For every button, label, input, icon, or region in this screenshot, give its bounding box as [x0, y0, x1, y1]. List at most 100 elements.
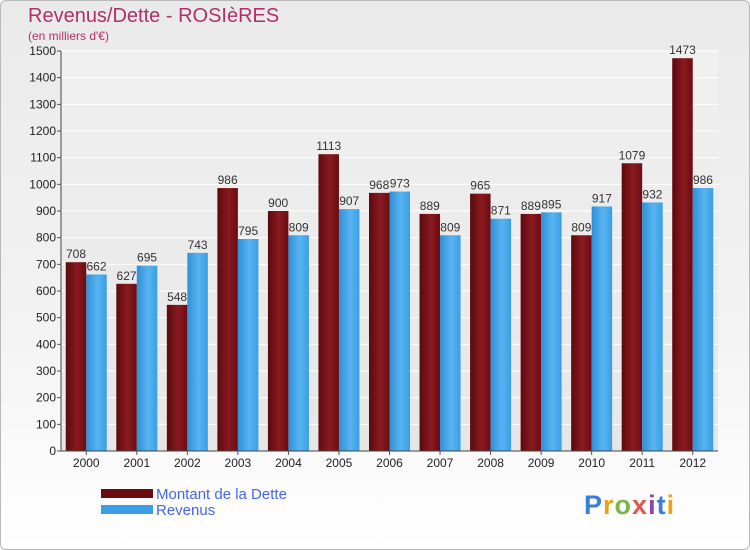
legend-label-revenus: Revenus: [156, 502, 216, 519]
y-tick-label: 200: [36, 391, 56, 405]
logo-letter: r: [603, 490, 615, 520]
data-label-revenus: 986: [693, 173, 713, 187]
logo-letter: P: [584, 490, 604, 520]
bar-dette-2009: [520, 213, 542, 451]
bar-revenus-2005: [338, 209, 360, 451]
x-tick-label: 2001: [123, 456, 150, 470]
bar-dette-2007: [419, 213, 441, 451]
bar-dette-2008: [470, 193, 491, 451]
bar-revenus-2003: [237, 239, 259, 451]
chart-subtitle: (en milliers d'€): [28, 29, 109, 43]
data-label-dette: 889: [521, 199, 541, 213]
data-label-revenus: 871: [491, 204, 511, 218]
data-label-revenus: 809: [440, 220, 460, 234]
data-label-dette: 986: [218, 173, 238, 187]
data-label-revenus: 795: [238, 224, 258, 238]
bar-revenus-2004: [288, 235, 309, 451]
data-label-revenus: 743: [188, 238, 208, 252]
y-tick-label: 1100: [30, 151, 56, 165]
data-label-revenus: 662: [87, 259, 107, 273]
x-tick-label: 2005: [326, 456, 353, 470]
x-tick-label: 2009: [528, 456, 555, 470]
y-tick-label: 300: [36, 364, 56, 378]
y-tick-label: 0: [49, 444, 56, 458]
bar-revenus-2011: [642, 202, 663, 451]
bar-revenus-2006: [389, 191, 410, 452]
y-axis: 0 100 200 300 400 500 600 700 800 900 1000 1100 1200…: [29, 44, 62, 458]
y-tick-label: 1400: [29, 71, 56, 85]
x-tick-label: 2011: [629, 456, 655, 470]
data-label-revenus: 895: [541, 197, 561, 211]
data-label-dette: 548: [167, 290, 187, 304]
x-tick-label: 2003: [225, 456, 252, 470]
bar-dette-2004: [267, 211, 289, 451]
logo-letter: i: [648, 490, 657, 520]
bar-dette-2006: [369, 192, 390, 451]
y-tick-label: 1500: [29, 44, 56, 58]
bar-dette-2000: [65, 262, 87, 451]
data-label-dette: 1079: [619, 148, 646, 162]
y-tick-label: 600: [36, 284, 56, 298]
proxiti-logo: Proxiti: [584, 490, 675, 521]
y-tick-label: 400: [36, 337, 56, 351]
bar-revenus-2012: [692, 188, 714, 452]
bar-revenus-2008: [490, 218, 512, 451]
data-label-dette: 900: [268, 196, 288, 210]
bar-dette-2010: [571, 235, 592, 451]
bar-revenus-2000: [86, 274, 107, 451]
y-tick-label: 800: [36, 231, 56, 245]
bar-revenus-2010: [591, 206, 613, 451]
data-label-revenus: 907: [339, 194, 359, 208]
y-tick-label: 900: [36, 204, 56, 218]
y-tick-label: 100: [36, 417, 56, 431]
data-label-revenus: 809: [289, 220, 309, 234]
data-label-dette: 627: [117, 269, 137, 283]
bar-dette-2011: [621, 163, 643, 451]
legend-swatch-revenus: [101, 505, 153, 514]
x-tick-label: 2006: [376, 456, 403, 470]
bar-revenus-2007: [440, 235, 461, 451]
data-label-dette: 708: [66, 247, 86, 261]
data-label-dette: 1113: [316, 139, 341, 153]
bar-revenus-2009: [541, 212, 562, 451]
x-axis: 2000 2001 2002 2003 2004 2005 2006 2007 2008 2009…: [61, 450, 718, 470]
bar-dette-2005: [318, 154, 339, 451]
bar-dette-2002: [166, 304, 188, 451]
x-tick-label: 2010: [578, 456, 605, 470]
logo-letter: x: [632, 490, 649, 520]
data-labels: 7086626276955487439867959008091113907968…: [66, 43, 713, 304]
data-label-dette: 809: [571, 220, 591, 234]
data-label-revenus: 695: [137, 251, 157, 265]
logo-letter: i: [666, 490, 676, 520]
y-tick-label: 700: [36, 257, 56, 271]
y-tick-label: 1200: [29, 124, 56, 138]
chart-title: Revenus/Dette - ROSIèRES: [28, 5, 280, 27]
x-tick-label: 2000: [73, 456, 100, 470]
legend-label-dette: Montant de la Dette: [156, 486, 287, 503]
logo-letter: o: [614, 490, 633, 520]
x-tick-label: 2004: [275, 456, 302, 470]
bars: [65, 58, 714, 452]
data-label-revenus: 932: [642, 187, 662, 201]
y-tick-label: 1000: [29, 177, 56, 191]
x-tick-label: 2002: [174, 456, 201, 470]
data-label-dette: 965: [470, 179, 490, 193]
data-label-revenus: 973: [390, 177, 410, 191]
logo-letter: t: [656, 490, 667, 520]
bar-revenus-2001: [136, 265, 158, 451]
data-label-revenus: 917: [592, 191, 612, 205]
data-label-dette: 968: [369, 178, 389, 192]
x-tick-label: 2008: [477, 456, 504, 470]
bar-revenus-2002: [187, 252, 208, 451]
bar-dette-2012: [672, 58, 693, 451]
y-tick-label: 500: [36, 311, 56, 325]
x-tick-label: 2012: [679, 456, 706, 470]
x-tick-label: 2007: [427, 456, 454, 470]
data-label-dette: 889: [420, 199, 440, 213]
y-tick-label: 1300: [29, 97, 56, 111]
bar-dette-2003: [217, 188, 238, 452]
legend-swatch-dette: [101, 489, 153, 498]
data-label-dette: 1473: [669, 43, 696, 57]
